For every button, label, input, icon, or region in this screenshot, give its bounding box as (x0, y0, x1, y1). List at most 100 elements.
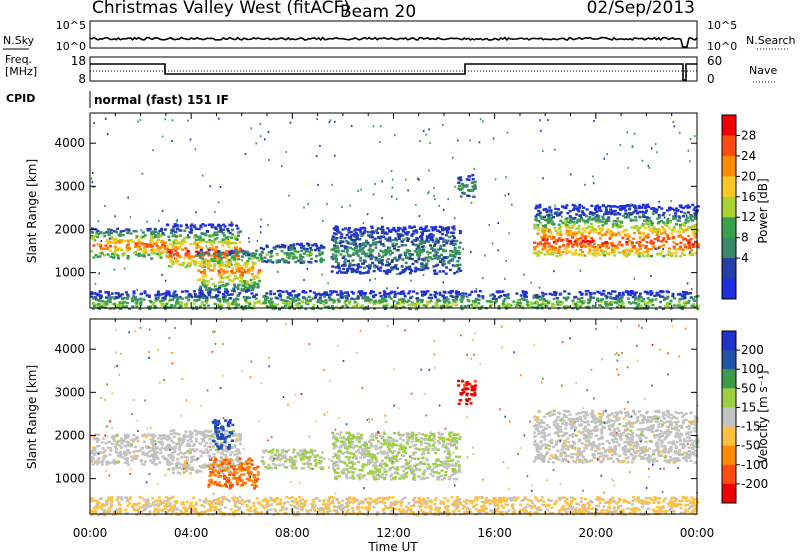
power-cell (566, 217, 569, 219)
power-noise-cell (173, 242, 175, 244)
power-cell (207, 280, 210, 282)
freq-frame (90, 57, 697, 81)
vel-cell (103, 455, 106, 457)
power-cell (315, 245, 318, 247)
power-cell (298, 299, 301, 301)
power-cell (144, 251, 147, 253)
power-cell (354, 270, 357, 272)
power-cell (373, 266, 376, 268)
vel-cell (170, 430, 173, 432)
power-cell (679, 242, 682, 244)
power-cell (388, 296, 391, 298)
power-cell (193, 237, 196, 239)
power-noise-cell (674, 125, 676, 127)
vel-cell (222, 429, 225, 431)
power-cell (197, 270, 200, 272)
power-cell (604, 242, 607, 244)
power-cell (397, 227, 400, 229)
power-cell (459, 242, 462, 244)
power-cell (218, 271, 221, 273)
power-cell (548, 206, 551, 208)
power-cell (434, 272, 437, 274)
power-cell (322, 259, 325, 261)
power-cell (609, 296, 612, 298)
power-noise-cell (616, 225, 618, 227)
power-cell (214, 238, 217, 240)
power-cell (150, 231, 153, 233)
power-cell (91, 250, 94, 252)
power-cell (607, 228, 610, 230)
vel-cell (97, 459, 100, 461)
power-cell (275, 245, 278, 247)
power-cell (594, 248, 597, 250)
power-cell (623, 229, 626, 231)
power-noise-cell (187, 234, 189, 236)
power-cell (664, 224, 667, 226)
power-cell (223, 234, 226, 236)
power-cell (690, 215, 693, 217)
power-noise-cell (433, 187, 435, 189)
power-noise-cell (109, 238, 111, 240)
power-cell (266, 246, 269, 248)
power-cell (157, 247, 160, 249)
power-cell (676, 243, 679, 245)
power-cell (690, 218, 693, 220)
power-cell (589, 296, 592, 298)
power-noise-cell (558, 212, 560, 214)
power-cell (508, 305, 511, 307)
power-cell (215, 246, 218, 248)
power-cell (174, 250, 177, 252)
power-cell (643, 216, 646, 218)
vel-cell (97, 438, 100, 440)
power-cell (573, 223, 576, 225)
power-cell (147, 229, 150, 231)
power-cell (363, 267, 366, 269)
power-cell (414, 239, 417, 241)
power-cell (590, 293, 593, 295)
power-cell (233, 278, 236, 280)
power-cell (540, 243, 543, 245)
vel-cell (144, 461, 147, 463)
power-cell (211, 224, 214, 226)
power-cell (212, 260, 215, 262)
power-cell (233, 256, 236, 258)
power-cell (264, 298, 267, 300)
power-cell (426, 301, 429, 303)
power-cell (468, 195, 471, 197)
power-cell (247, 254, 250, 256)
power-cell (231, 229, 234, 231)
power-cell (332, 299, 335, 301)
vel-cell (114, 446, 117, 448)
power-cell (246, 262, 249, 264)
power-cell (683, 244, 686, 246)
power-cell (187, 299, 190, 301)
power-cell (642, 298, 645, 300)
power-noise-cell (419, 140, 421, 142)
power-cell (563, 297, 566, 299)
power-cell (459, 264, 462, 266)
power-cell (105, 296, 108, 298)
power-noise-cell (290, 122, 292, 124)
power-cell (578, 298, 581, 300)
power-noise-cell (539, 119, 541, 121)
power-noise-cell (391, 196, 393, 198)
power-cell (180, 224, 183, 226)
power-cell (149, 244, 152, 246)
power-cell (255, 297, 258, 299)
power-noise-cell (381, 180, 383, 182)
power-cell (522, 299, 525, 301)
vel-cell (199, 443, 202, 445)
power-cell (556, 297, 559, 299)
power-cell (166, 224, 169, 226)
power-cell (125, 245, 128, 247)
power-cell (103, 232, 106, 234)
power-cell (646, 216, 649, 218)
vel-cell (192, 448, 195, 450)
power-cell (458, 257, 461, 259)
power-cell (325, 299, 328, 301)
power-cell (107, 231, 110, 233)
power-cell (421, 291, 424, 293)
power-cell (127, 257, 130, 259)
power-cell (122, 297, 125, 299)
power-cell (439, 231, 442, 233)
